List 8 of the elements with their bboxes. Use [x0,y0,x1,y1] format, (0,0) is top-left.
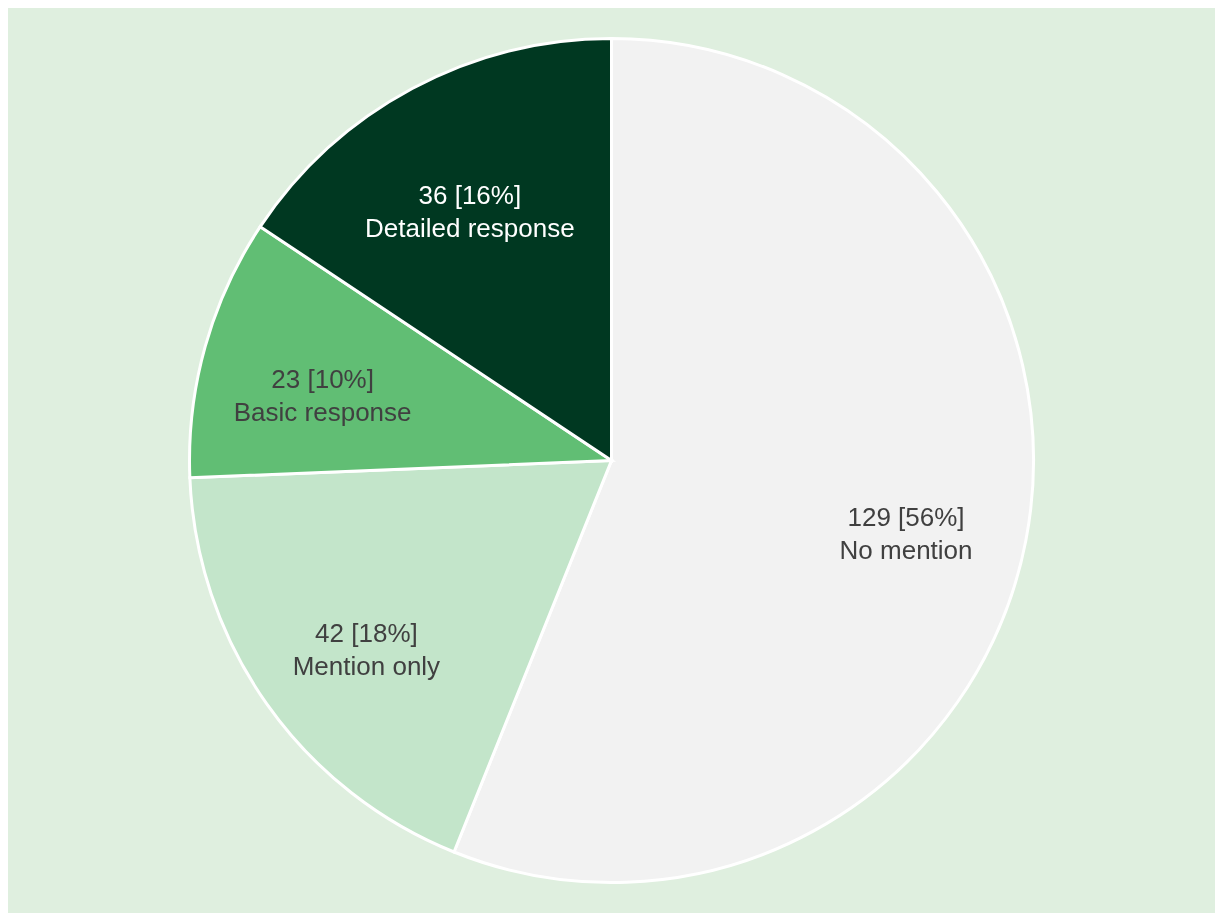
slice-label: Mention only [292,650,441,681]
data-label: 129 [56%] [847,501,965,532]
data-label: 42 [18%] [315,617,418,648]
slice-label: Basic response [233,396,412,427]
slice-label: Detailed response [365,213,575,244]
data-label: 36 [16%] [418,180,522,211]
slice-label: No mention [839,534,973,565]
data-label: 23 [10%] [271,363,374,394]
